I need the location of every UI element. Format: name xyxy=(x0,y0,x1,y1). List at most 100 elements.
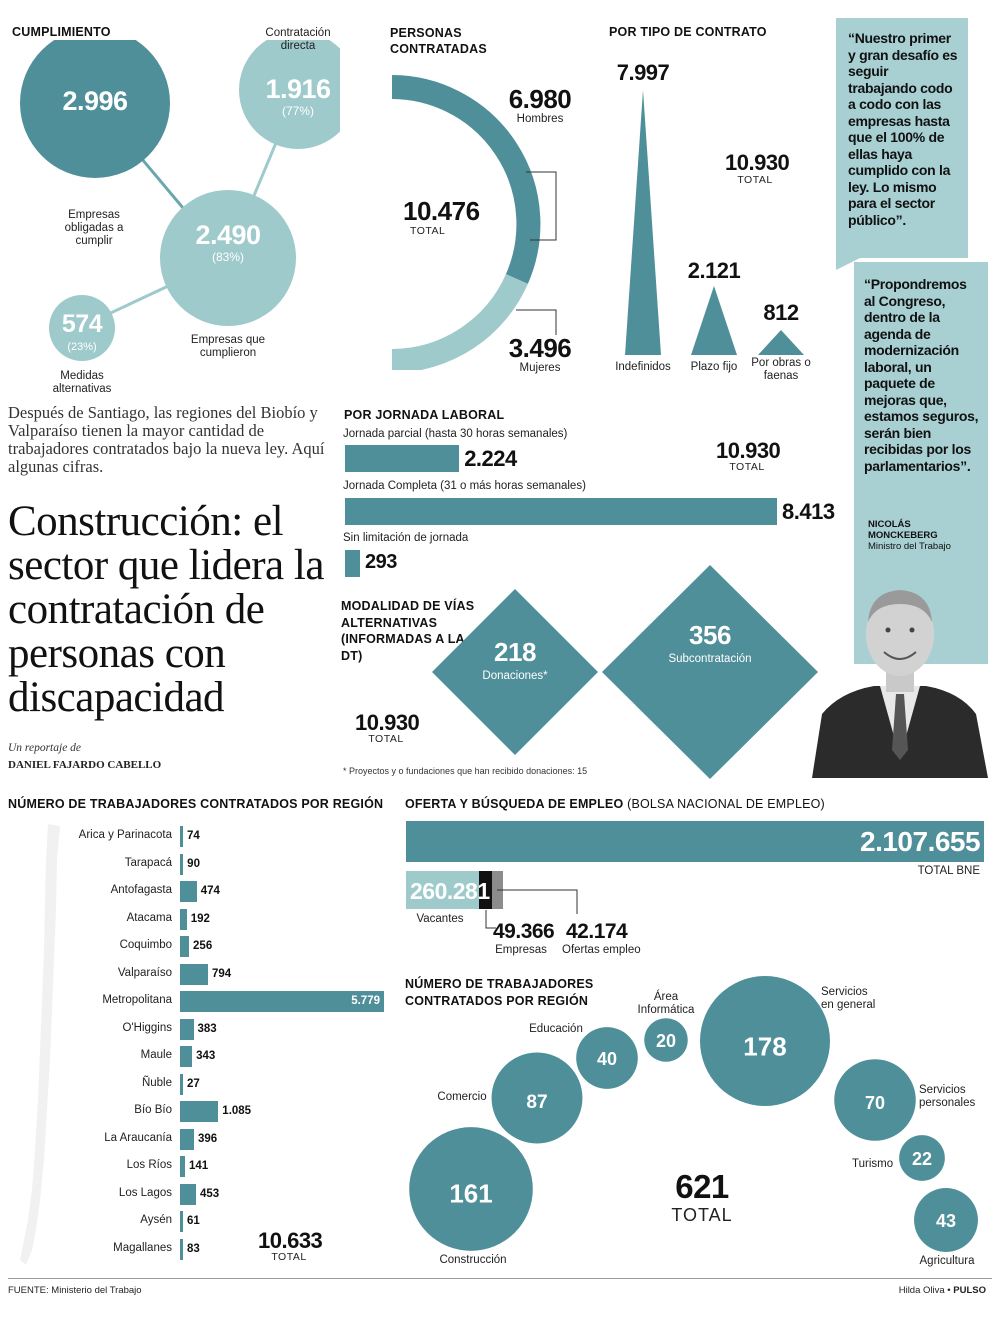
sectores-total-label: TOTAL xyxy=(671,1205,733,1225)
region-value: 383 xyxy=(197,1022,217,1035)
region-label: Maule xyxy=(140,1049,172,1061)
region-bar xyxy=(180,991,384,1012)
vacantes-label: Vacantes xyxy=(416,913,464,925)
directa-label: Contratación directa xyxy=(265,27,331,52)
ofertas-value: 42.174 xyxy=(566,920,628,943)
region-bar xyxy=(180,936,190,957)
cumplieron-circle xyxy=(160,190,296,326)
region-label: O'Higgins xyxy=(122,1021,173,1034)
indefinidos-label: Indefinidos xyxy=(615,361,671,373)
jornada-completa-value: 8.413 xyxy=(782,499,835,524)
region-value: 74 xyxy=(187,830,200,842)
turismo-label: Turismo xyxy=(852,1158,894,1170)
hombres-label: Hombres xyxy=(516,113,564,125)
region-bar xyxy=(180,826,183,847)
jornada-sin-limite-label: Sin limitación de jornada xyxy=(343,532,469,544)
oferta-title: OFERTA Y BÚSQUEDA DE EMPLEO (BOLSA NACIO… xyxy=(405,797,825,811)
byline-pre: Un reportaje de xyxy=(8,742,82,754)
sectores-total: 621 xyxy=(675,1168,729,1205)
region-value: 83 xyxy=(187,1242,200,1255)
region-value: 27 xyxy=(187,1077,200,1090)
intro-text: Después de Santiago, las regiones del Bi… xyxy=(8,403,325,476)
informatica-label: Área Informática xyxy=(637,991,695,1016)
sector-value: 70 xyxy=(865,1093,885,1113)
educacion-label: Educación xyxy=(529,1023,583,1035)
byline-name: DANIEL FAJARDO CABELLO xyxy=(8,759,162,771)
total-bne-label: TOTAL BNE xyxy=(917,865,980,877)
region-bar xyxy=(180,1156,185,1177)
cumplieron-label: Empresas que cumplieron xyxy=(190,334,266,359)
obras-value: 812 xyxy=(763,300,799,325)
region-bar xyxy=(180,1128,194,1150)
region-bar xyxy=(180,881,197,902)
personas-total: 10.476 xyxy=(403,196,480,226)
region-value: 61 xyxy=(187,1215,200,1227)
sector-bubble-chart: 161 87 40 20 178 70 22 43 xyxy=(409,976,978,1252)
region-bar xyxy=(180,1018,194,1040)
region-value: 5.779 xyxy=(351,995,380,1007)
modalidad-total-label: TOTAL xyxy=(368,733,404,745)
donaciones-diamond xyxy=(432,589,598,755)
ofertas-leader xyxy=(497,889,578,914)
cumplieron-pct: (83%) xyxy=(211,250,244,264)
region-value: 396 xyxy=(197,1132,218,1145)
modalidad-total: 10.930 xyxy=(355,710,420,735)
jornada-completa-bar xyxy=(345,498,777,525)
region-bar xyxy=(180,963,209,985)
region-bar xyxy=(180,1073,183,1095)
indefinidos-triangle xyxy=(625,90,661,355)
region-bar xyxy=(180,1046,193,1067)
subcontratacion-value: 356 xyxy=(689,620,731,650)
personas-arc-chart xyxy=(391,75,557,370)
servicios-general-label: Servicios en general xyxy=(821,986,876,1011)
contrato-total-label: TOTAL xyxy=(737,174,773,186)
empresas-value: 49.366 xyxy=(493,920,555,943)
mujeres-arc xyxy=(391,273,528,370)
quote-1: “Nuestro primer y gran desafío es seguir… xyxy=(848,30,958,228)
mujeres-label: Mujeres xyxy=(519,362,561,374)
hombres-leader xyxy=(526,171,557,241)
cumplimiento-chart xyxy=(20,40,340,361)
plazo-fijo-label: Plazo fijo xyxy=(690,361,738,373)
modalidad-chart xyxy=(432,565,818,779)
footer-credit-name: Hilda Oliva xyxy=(898,1285,945,1296)
minister-name: NICOLÁS MONCKEBERG xyxy=(868,519,938,541)
directa-value: 1.916 xyxy=(265,74,331,104)
region-label: Arica y Parinacota xyxy=(78,829,172,841)
sector-value: 161 xyxy=(449,1179,492,1209)
quote-box-2 xyxy=(854,262,988,664)
alternativas-circle xyxy=(49,295,115,361)
oferta-title-main: OFERTA Y BÚSQUEDA DE EMPLEO xyxy=(405,797,624,811)
sector-bubble xyxy=(576,1027,638,1089)
region-label: La Araucanía xyxy=(104,1131,172,1144)
region-value: 794 xyxy=(212,967,232,980)
region-bar xyxy=(180,1183,196,1205)
oferta-leaders xyxy=(485,889,578,929)
cumplieron-value: 2.490 xyxy=(195,220,261,250)
hombres-value: 6.980 xyxy=(508,84,572,114)
footer-brand: PULSO xyxy=(953,1285,986,1296)
region-bar xyxy=(180,1211,183,1232)
jornada-total: 10.930 xyxy=(716,438,781,463)
sector-bubble xyxy=(700,976,830,1106)
mujeres-leader xyxy=(516,309,557,335)
sector-bubble xyxy=(491,1052,583,1144)
sector-value: 178 xyxy=(743,1031,786,1061)
jornada-total-label: TOTAL xyxy=(729,461,765,473)
quote-pointer xyxy=(836,256,864,270)
construccion-label: Construcción xyxy=(439,1254,507,1266)
plazo-fijo-value: 2.121 xyxy=(687,258,741,283)
personas-title: PERSONAS CONTRATADAS xyxy=(390,26,487,56)
modalidad-footnote: * Proyectos y o fundaciones que han reci… xyxy=(343,766,588,776)
minister-portrait xyxy=(812,590,988,778)
alternativas-label: Medidas alternativas xyxy=(52,370,112,395)
plazo-fijo-triangle xyxy=(691,286,737,355)
sector-value: 87 xyxy=(526,1092,547,1113)
region-label: Aysén xyxy=(140,1214,172,1226)
contrato-total: 10.930 xyxy=(725,150,790,175)
region-value: 453 xyxy=(199,1187,220,1200)
vacantes-value: 260.281 xyxy=(410,878,490,904)
quote-2: “Propondremos al Congreso, dentro de la … xyxy=(864,276,979,474)
jornada-parcial-bar xyxy=(345,445,460,472)
directa-pct: (77%) xyxy=(281,104,314,118)
